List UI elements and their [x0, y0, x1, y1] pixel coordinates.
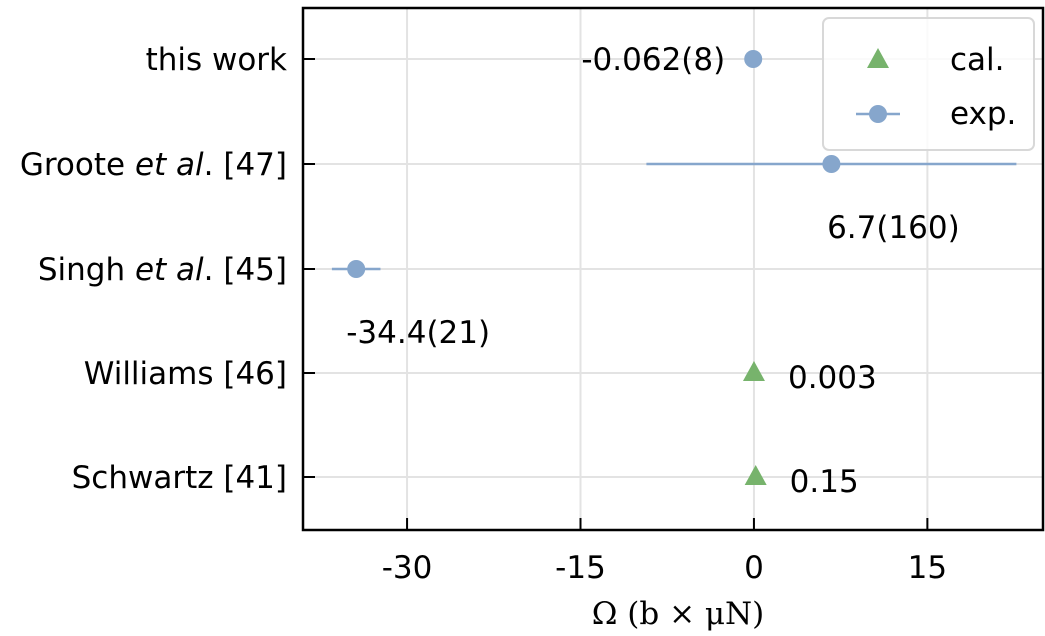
data-point-exp: [347, 260, 366, 278]
data-point-exp: [744, 50, 763, 68]
data-points: 0.003 0.15 -0.062(8) 6.7(160) -34.4(21): [331, 42, 1017, 500]
y-category-label: this work: [146, 42, 287, 78]
legend-marker-triangle: [867, 48, 889, 68]
x-axis-ticks: -30 -15 0 15: [382, 518, 947, 586]
data-label: -0.062(8): [581, 42, 725, 78]
y-axis-categories: this work Groote et al. [47] Singh et al. …: [20, 42, 315, 496]
x-tick-label: -15: [555, 550, 606, 586]
legend-label: exp.: [950, 96, 1016, 132]
y-category-label: Singh et al. [45]: [38, 252, 287, 288]
plot-frame: [301, 6, 1045, 532]
y-category-label: Schwartz [41]: [72, 460, 287, 496]
y-category-label: Williams [46]: [84, 356, 287, 392]
x-axis-label: Ω (b × μN): [592, 596, 765, 632]
data-label: 0.003: [788, 360, 877, 396]
data-label: 6.7(160): [827, 210, 960, 246]
legend-label: cal.: [950, 42, 1005, 78]
y-category-label: Groote et al. [47]: [20, 147, 287, 183]
legend-marker-circle: [869, 105, 887, 123]
x-tick-label: 0: [744, 550, 764, 586]
data-point-cal: [744, 465, 767, 485]
x-tick-label: -30: [382, 550, 433, 586]
legend: cal. exp.: [822, 17, 1035, 151]
x-tick-label: 15: [908, 550, 947, 586]
data-point-exp: [822, 155, 841, 173]
data-label: 0.15: [790, 464, 859, 500]
data-label: -34.4(21): [346, 315, 490, 351]
data-point-cal: [742, 361, 765, 381]
